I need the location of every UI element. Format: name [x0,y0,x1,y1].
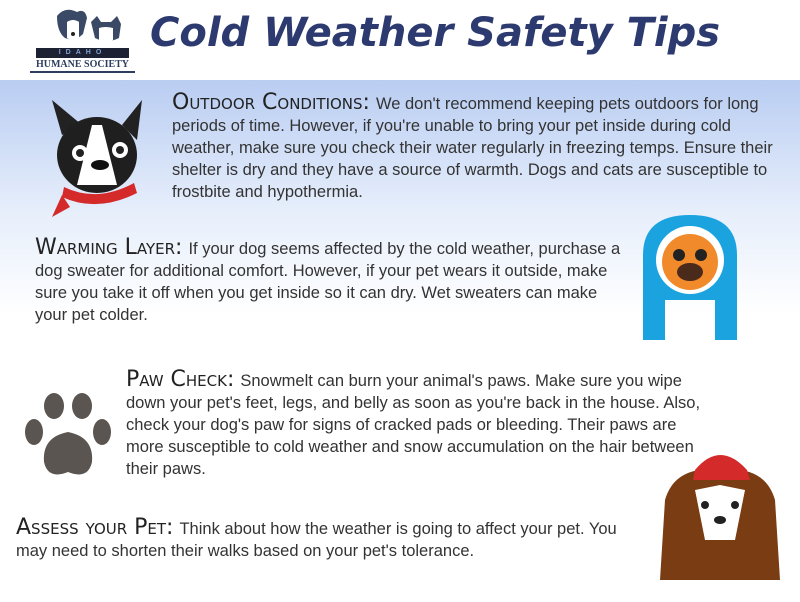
boston-terrier-scarf-icon [52,100,142,217]
section-assess-your-pet: Assess your Pet: Think about how the weat… [16,517,641,562]
idaho-humane-society-logo: IDAHO HUMANE SOCIETY [30,4,135,76]
tips-list: Outdoor Conditions: We don't recommend ke… [0,92,800,562]
logo-idaho-text: IDAHO [36,48,129,58]
paw-print-icon [25,393,111,475]
section-heading: Paw Check: [126,367,235,392]
section-outdoor-conditions: Outdoor Conditions: We don't recommend ke… [172,92,782,237]
dog-cat-logo-icon [57,9,121,42]
pug-hoodie-icon [643,215,737,340]
section-text: We don't recommend keeping pets outdoors… [172,95,773,201]
section-heading: Warming Layer: [35,235,183,260]
header: IDAHO HUMANE SOCIETY Cold Weather Safety… [0,0,800,80]
section-text: Snowmelt can burn your animal's paws. Ma… [126,372,701,478]
section-text: If your dog seems affected by the cold w… [35,240,621,324]
logo-humane-society-text: HUMANE SOCIETY [30,58,135,73]
section-text: Think about how the weather is going to … [16,520,617,560]
page-title: Cold Weather Safety Tips [150,10,721,56]
section-paw-check: Paw Check: Snowmelt can burn your animal'… [126,369,716,517]
section-heading: Assess your Pet: [16,515,174,540]
section-heading: Outdoor Conditions: [172,90,370,115]
section-warming-layer: Warming Layer: If your dog seems affected… [35,237,625,369]
sheltie-beanie-icon [660,455,780,580]
